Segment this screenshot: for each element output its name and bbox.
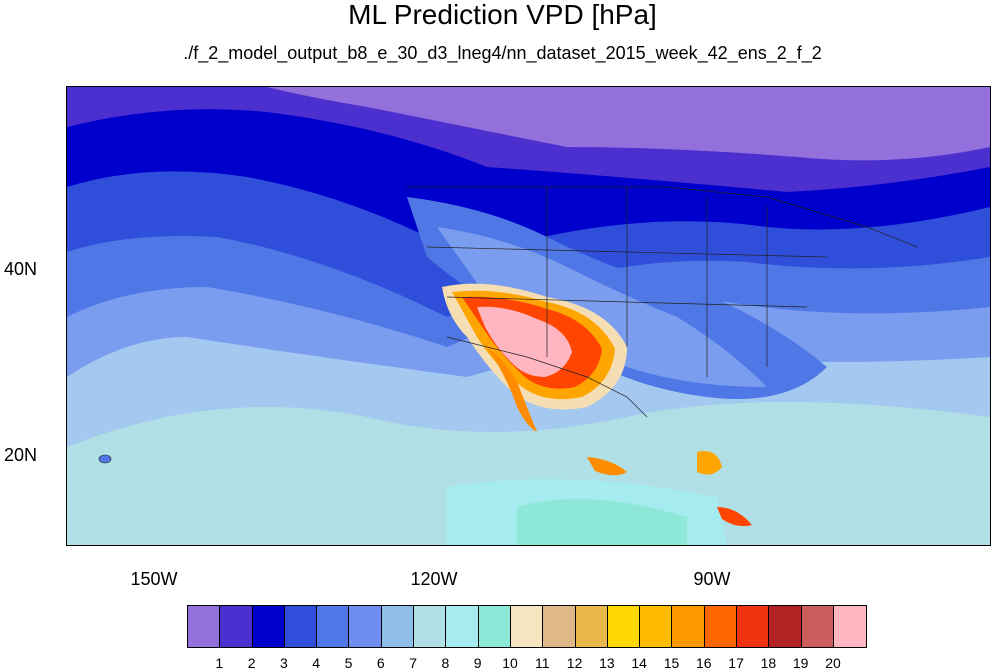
- colorbar-cell: [252, 606, 285, 647]
- lon-label-120w: 120W: [410, 569, 458, 589]
- lon-label-90w: 90W: [693, 569, 731, 589]
- mexico-hot-patch: [587, 457, 627, 476]
- colorbar-tick-label: 14: [631, 655, 647, 671]
- colorbar-cell: [317, 606, 350, 647]
- baja-streak: [487, 347, 537, 432]
- colorbar-cell: [188, 606, 221, 647]
- vpd-map-svg: [67, 87, 990, 545]
- colorbar-tick-label: 18: [760, 655, 777, 671]
- lat-label-40n: 40N: [4, 259, 38, 279]
- ocean-band-1: [267, 87, 990, 161]
- colorbar-tick-label: 9: [473, 655, 482, 671]
- colorbar-cell: [414, 606, 447, 647]
- colorbar-tick-label: 13: [599, 655, 615, 671]
- colorbar: [187, 605, 868, 648]
- vpd-map: [66, 86, 991, 546]
- colorbar-cell: [833, 606, 867, 647]
- colorbar-cell: [478, 606, 511, 647]
- colorbar-cell: [349, 606, 382, 647]
- colorbar-tick-label: 19: [792, 655, 809, 671]
- colorbar-tick-label: 20: [825, 655, 841, 671]
- ocean-band-aqua: [517, 499, 687, 545]
- colorbar-tick-label: 3: [279, 655, 288, 671]
- state-lines-horizontal: [426, 246, 828, 308]
- colorbar-tick-label: 8: [441, 655, 450, 671]
- us-mexico-border: [446, 336, 648, 418]
- colorbar-tick-label: 1: [215, 655, 224, 671]
- state-lines: [546, 187, 768, 377]
- colorbar-cell: [769, 606, 802, 647]
- hawaii-islands: [98, 454, 112, 464]
- colorbar-cell: [381, 606, 415, 647]
- lon-label-150w: 150W: [130, 569, 178, 589]
- colorbar-tick-label: 12: [566, 655, 583, 671]
- colorbar-cell: [284, 606, 318, 647]
- chart-subtitle: ./f_2_model_output_b8_e_30_d3_lneg4/nn_d…: [183, 43, 822, 63]
- colorbar-tick-label: 5: [344, 655, 353, 671]
- hot-band-20: [477, 306, 572, 377]
- colorbar-tick-label: 6: [376, 655, 385, 671]
- colorbar-cell: [446, 606, 479, 647]
- colorbar-cell: [543, 606, 576, 647]
- colorbar-tick-label: 16: [696, 655, 712, 671]
- colorbar-cell: [607, 606, 641, 647]
- colorbar-tick-label: 4: [312, 655, 321, 671]
- isthmus-hot-patch: [717, 507, 752, 527]
- colorbar-cell: [575, 606, 608, 647]
- political-boundaries: [407, 186, 918, 418]
- colorbar-tick-label: 7: [409, 655, 417, 671]
- central-america-hot-patch: [697, 451, 722, 475]
- colorbar-cell: [640, 606, 673, 647]
- colorbar-cell: [220, 606, 253, 647]
- colorbar-cell: [801, 606, 834, 647]
- colorbar-cell: [737, 606, 770, 647]
- colorbar-cell: [704, 606, 738, 647]
- colorbar-tick-label: 10: [502, 655, 518, 671]
- colorbar-tick-label: 17: [728, 655, 744, 671]
- colorbar-tick-label: 2: [247, 655, 256, 671]
- lat-label-20n: 20N: [4, 445, 38, 465]
- us-canada-border: [407, 186, 918, 248]
- chart-title: ML Prediction VPD [hPa]: [348, 0, 657, 30]
- colorbar-tick-label: 15: [663, 655, 680, 671]
- colorbar-tick-label: 11: [535, 655, 550, 671]
- colorbar-cell: [672, 606, 705, 647]
- colorbar-cell: [510, 606, 544, 647]
- land-band-6: [437, 227, 767, 387]
